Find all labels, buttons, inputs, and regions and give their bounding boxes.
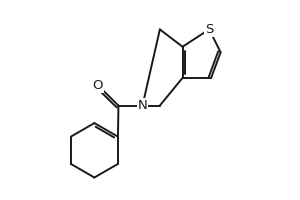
Text: O: O [92, 79, 103, 92]
Text: N: N [138, 99, 147, 112]
Text: S: S [205, 23, 213, 36]
